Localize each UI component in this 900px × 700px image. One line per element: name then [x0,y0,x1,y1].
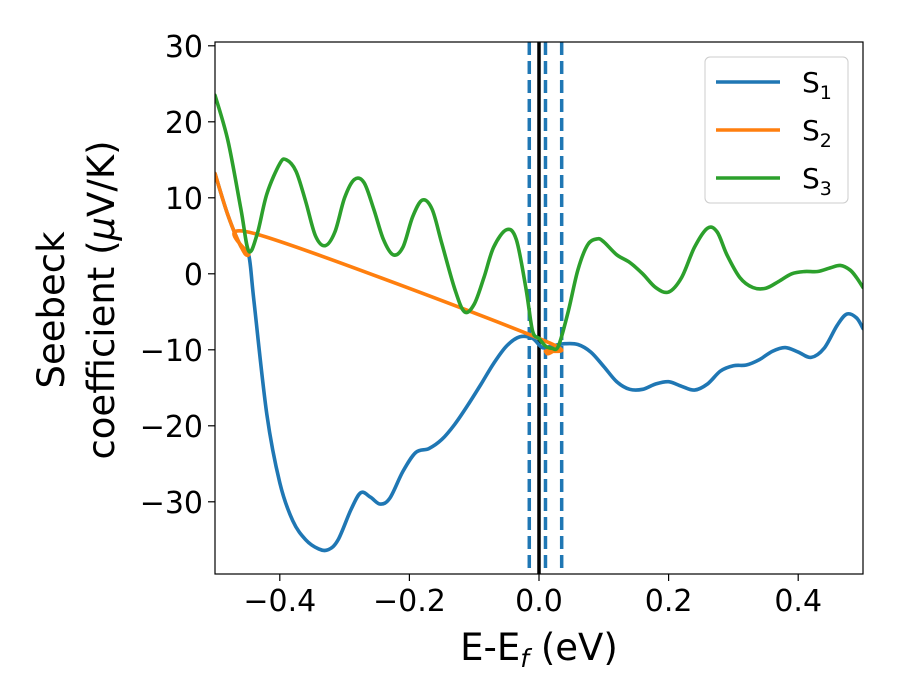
x-axis: −0.4 −0.2 0.0 0.2 0.4 [243,574,822,619]
y-axis-label: Seebeck coefficient (μV/K) [30,140,123,459]
x-tick-label--0-2: −0.2 [373,584,446,619]
y-axis: 30 20 10 0 −10 −20 −30 [140,30,215,521]
legend-label-s1: S1 [802,66,832,104]
series-line-s1 [215,171,863,553]
series-layer [215,93,863,553]
y-axis-label-line2: coefficient (μV/K) [80,140,123,459]
legend: S1 S2 S3 [704,56,849,204]
y-tick-label--20: −20 [140,410,203,445]
y-tick-label-30: 30 [165,30,203,65]
y-tick-label-0: 0 [184,258,203,293]
y-tick-label-20: 20 [165,106,203,141]
y-tick-label--10: −10 [140,334,203,369]
legend-label-s3: S3 [802,162,832,200]
x-tick-label-0-2: 0.2 [645,584,693,619]
series-line-s3 [215,93,863,352]
x-axis-label: E-Ef (eV) [460,626,618,673]
y-axis-label-line1: Seebeck [30,231,73,389]
x-tick-label-0-4: 0.4 [774,584,822,619]
x-tick-label--0-4: −0.4 [243,584,316,619]
y-tick-label--30: −30 [140,486,203,521]
y-tick-label-10: 10 [165,182,203,217]
series-line-s2 [215,171,564,356]
x-tick-label-0-0: 0.0 [515,584,563,619]
legend-label-s2: S2 [802,114,832,152]
